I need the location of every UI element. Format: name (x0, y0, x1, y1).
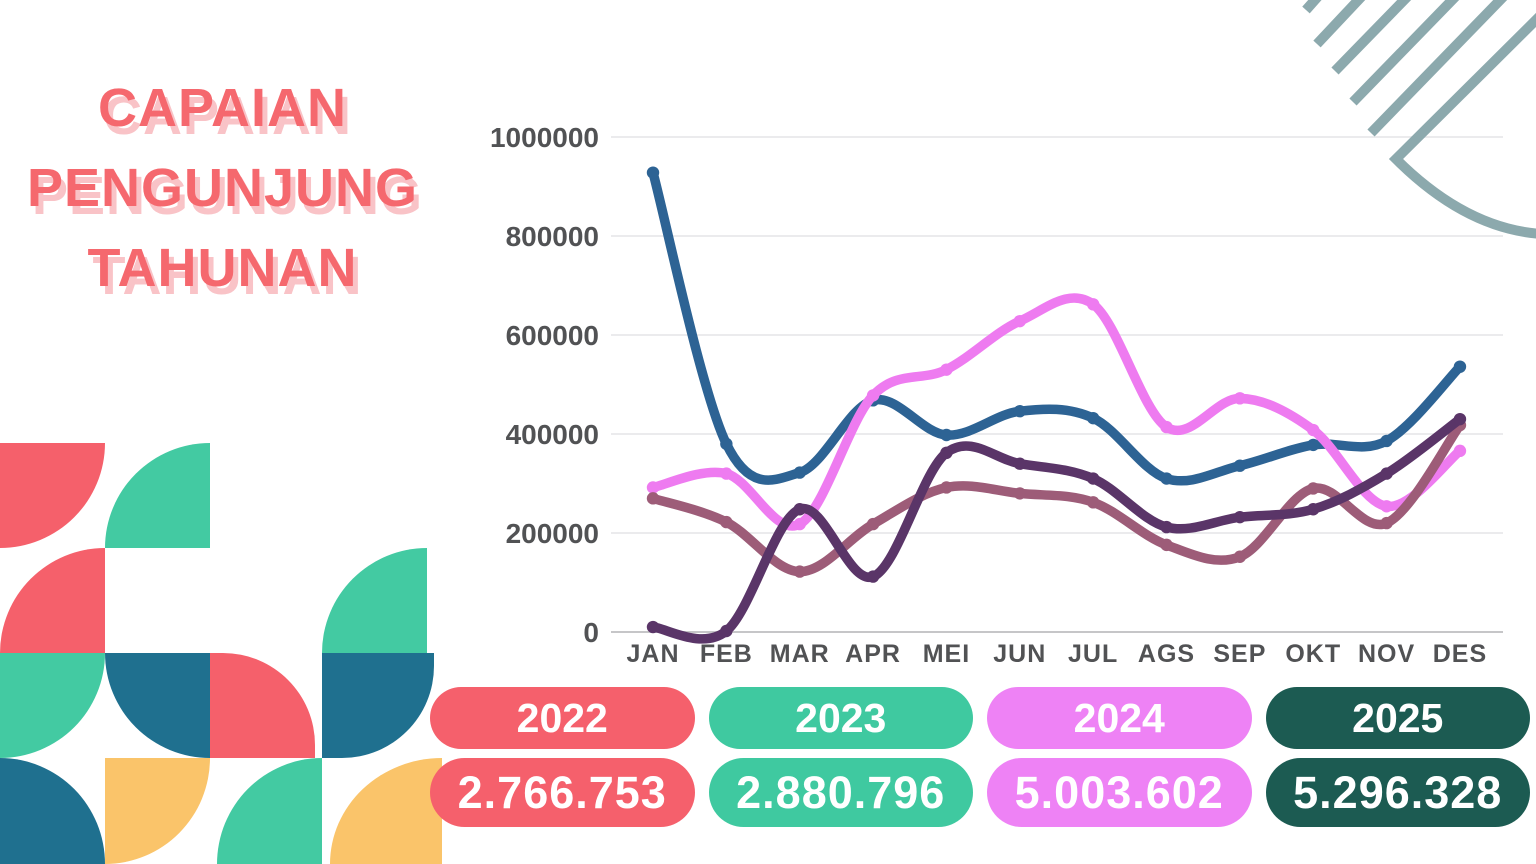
svg-text:JUL: JUL (1068, 640, 1118, 668)
svg-text:DES: DES (1433, 640, 1487, 668)
svg-text:MAR: MAR (770, 640, 830, 668)
total-column-2023: 2023 2.880.796 (708, 687, 973, 827)
total-column-2024: 2024 5.003.602 (987, 687, 1252, 827)
svg-text:0: 0 (583, 617, 599, 648)
svg-text:800000: 800000 (506, 221, 599, 252)
svg-text:JAN: JAN (626, 640, 679, 668)
svg-text:FEB: FEB (700, 640, 753, 668)
page-title: CAPAIAN PENGUNJUNG TAHUNAN (10, 68, 435, 308)
svg-text:600000: 600000 (506, 320, 599, 351)
total-column-2025: 2025 5.296.328 (1265, 687, 1530, 827)
svg-text:NOV: NOV (1358, 640, 1415, 668)
total-column-2022: 2022 2.766.753 (430, 687, 695, 827)
svg-text:1000000: 1000000 (490, 122, 599, 153)
year-totals-legend: 2022 2.766.753 2023 2.880.796 2024 5.003… (430, 687, 1530, 827)
chevron-arc-decoration (1388, 12, 1536, 239)
total-pill-2024: 5.003.602 (987, 758, 1252, 827)
svg-text:OKT: OKT (1285, 640, 1341, 668)
svg-text:400000: 400000 (506, 419, 599, 450)
page-title-line-3: TAHUNAN (87, 238, 358, 298)
total-pill-2025: 5.296.328 (1265, 758, 1530, 827)
year-pill-2023: 2023 (708, 687, 973, 749)
pattern-quarter-blue-3 (0, 758, 105, 864)
svg-text:JUN: JUN (993, 640, 1046, 668)
year-pill-2024: 2024 (987, 687, 1252, 749)
svg-text:MEI: MEI (923, 640, 970, 668)
visitors-line-chart: 1000000 800000 600000 400000 200000 0 JAN FEB MA… (490, 122, 1503, 668)
year-pill-2022: 2022 (430, 687, 695, 749)
total-pill-2023: 2.880.796 (708, 758, 973, 827)
pattern-quarter-yellow-2 (330, 758, 442, 864)
svg-text:APR: APR (845, 640, 901, 668)
page-title-line-1: CAPAIAN (98, 78, 347, 138)
pattern-quarter-yellow-1 (105, 758, 210, 864)
diagonal-stripes-decoration (1302, 0, 1536, 239)
page-title-line-2: PENGUNJUNG (26, 158, 419, 218)
total-pill-2022: 2.766.753 (430, 758, 695, 827)
year-pill-2025: 2025 (1265, 687, 1530, 749)
pattern-quarter-teal-4 (217, 758, 322, 864)
svg-text:SEP: SEP (1213, 640, 1266, 668)
svg-text:200000: 200000 (506, 518, 599, 549)
svg-text:AGS: AGS (1138, 640, 1195, 668)
